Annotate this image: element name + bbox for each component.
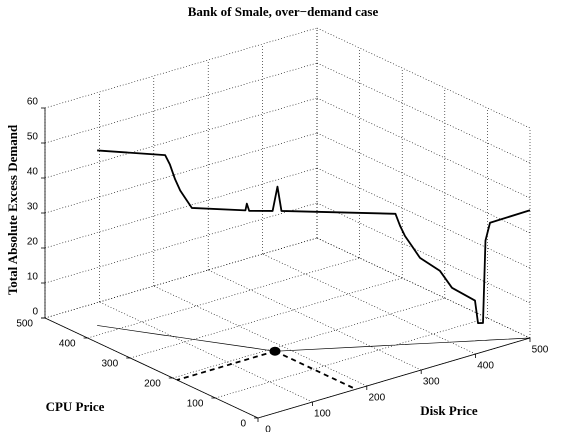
grid-line — [316, 97, 531, 199]
x-tick-label: 300 — [423, 377, 440, 388]
x-tick-label: 500 — [532, 345, 549, 356]
grid-line — [153, 285, 367, 387]
z-tick-label: 10 — [27, 272, 39, 283]
x-tick-label: 200 — [368, 393, 385, 404]
grid-line — [44, 167, 318, 249]
x-tick-label: 100 — [314, 409, 331, 420]
grid-line — [316, 202, 531, 304]
grid-line — [262, 253, 476, 355]
chart-title: Bank of Smale, over−demand case — [188, 4, 379, 19]
grid-line — [130, 277, 403, 359]
floor-projection — [97, 325, 531, 352]
x-axis-label: Disk Price — [420, 403, 478, 418]
demand-line — [97, 149, 531, 325]
grid-line — [44, 202, 318, 284]
grid-line — [44, 62, 318, 144]
grid-line — [172, 297, 445, 379]
z-tick-label: 40 — [27, 167, 39, 178]
grid-line — [99, 301, 313, 403]
x-axis-line — [257, 337, 531, 419]
y-tick-label: 0 — [240, 419, 246, 430]
z-tick-label: 60 — [27, 97, 39, 108]
z-tick-label: 30 — [27, 202, 39, 213]
y-axis-label: CPU Price — [46, 399, 105, 414]
grid-line — [44, 132, 318, 214]
z-tick-label: 50 — [27, 132, 39, 143]
grid-line — [316, 237, 531, 339]
grid-line — [44, 27, 318, 109]
grid-line — [44, 97, 318, 179]
grid-line — [316, 132, 531, 234]
grid-line — [316, 62, 531, 164]
equilibrium-dash — [274, 350, 357, 391]
y-axis-line — [44, 317, 259, 419]
equilibrium-point — [269, 346, 281, 356]
z-axis-label: Total Absolute Excess Demand — [5, 124, 20, 295]
z-tick-label: 20 — [27, 237, 39, 248]
grid-line — [316, 167, 531, 269]
z-tick-label: 0 — [32, 307, 38, 318]
grid-line — [208, 269, 422, 371]
equilibrium-dash — [176, 350, 276, 381]
y-tick-label: 500 — [16, 319, 33, 330]
y-tick-label: 300 — [102, 359, 119, 370]
x-tick-label: 400 — [477, 361, 494, 372]
x-tick-label: 0 — [265, 425, 271, 432]
y-tick-label: 100 — [187, 399, 204, 410]
grid-line — [215, 317, 488, 399]
grid-line — [316, 27, 531, 129]
grid-line — [44, 237, 318, 319]
y-tick-label: 400 — [59, 339, 76, 350]
grid-line — [87, 257, 360, 339]
y-tick-label: 200 — [144, 379, 161, 390]
